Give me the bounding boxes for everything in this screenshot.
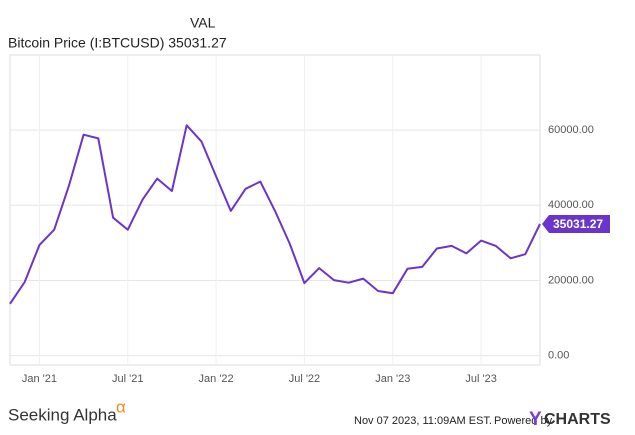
brand: Seeking Alpha — [8, 405, 117, 424]
logo-text: CHARTS — [544, 411, 611, 428]
y-tick-label: 20000.00 — [548, 274, 594, 286]
logo-y: Y — [529, 409, 542, 430]
price-line — [9, 124, 541, 305]
timestamp: Nov 07 2023, 11:09AM EST. — [354, 415, 492, 427]
x-tick-label: Jan '23 — [375, 373, 410, 385]
x-tick-label: Jul '21 — [112, 373, 143, 385]
y-tick-label: 40000.00 — [548, 199, 594, 211]
footer: Seeking Alpha α Nov 07 2023, 11:09AM EST… — [8, 397, 611, 430]
brand-mark: α — [116, 397, 126, 416]
x-tick-label: Jul '23 — [465, 373, 496, 385]
y-tick-label: 60000.00 — [548, 124, 594, 136]
chart-title: VAL — [190, 15, 216, 31]
last-value-tag — [542, 214, 610, 233]
powered-by: Powered by — [494, 415, 553, 427]
plot-area — [9, 54, 541, 366]
x-tick-label: Jul '22 — [289, 373, 320, 385]
grid — [10, 55, 540, 365]
x-tick-label: Jan '22 — [199, 373, 234, 385]
y-tick-label: 0.00 — [548, 350, 569, 362]
chart-subtitle: Bitcoin Price (I:BTCUSD) 35031.27 — [8, 35, 227, 51]
last-value-label: 35031.27 — [553, 217, 603, 231]
x-tick-label: Jan '21 — [22, 373, 57, 385]
